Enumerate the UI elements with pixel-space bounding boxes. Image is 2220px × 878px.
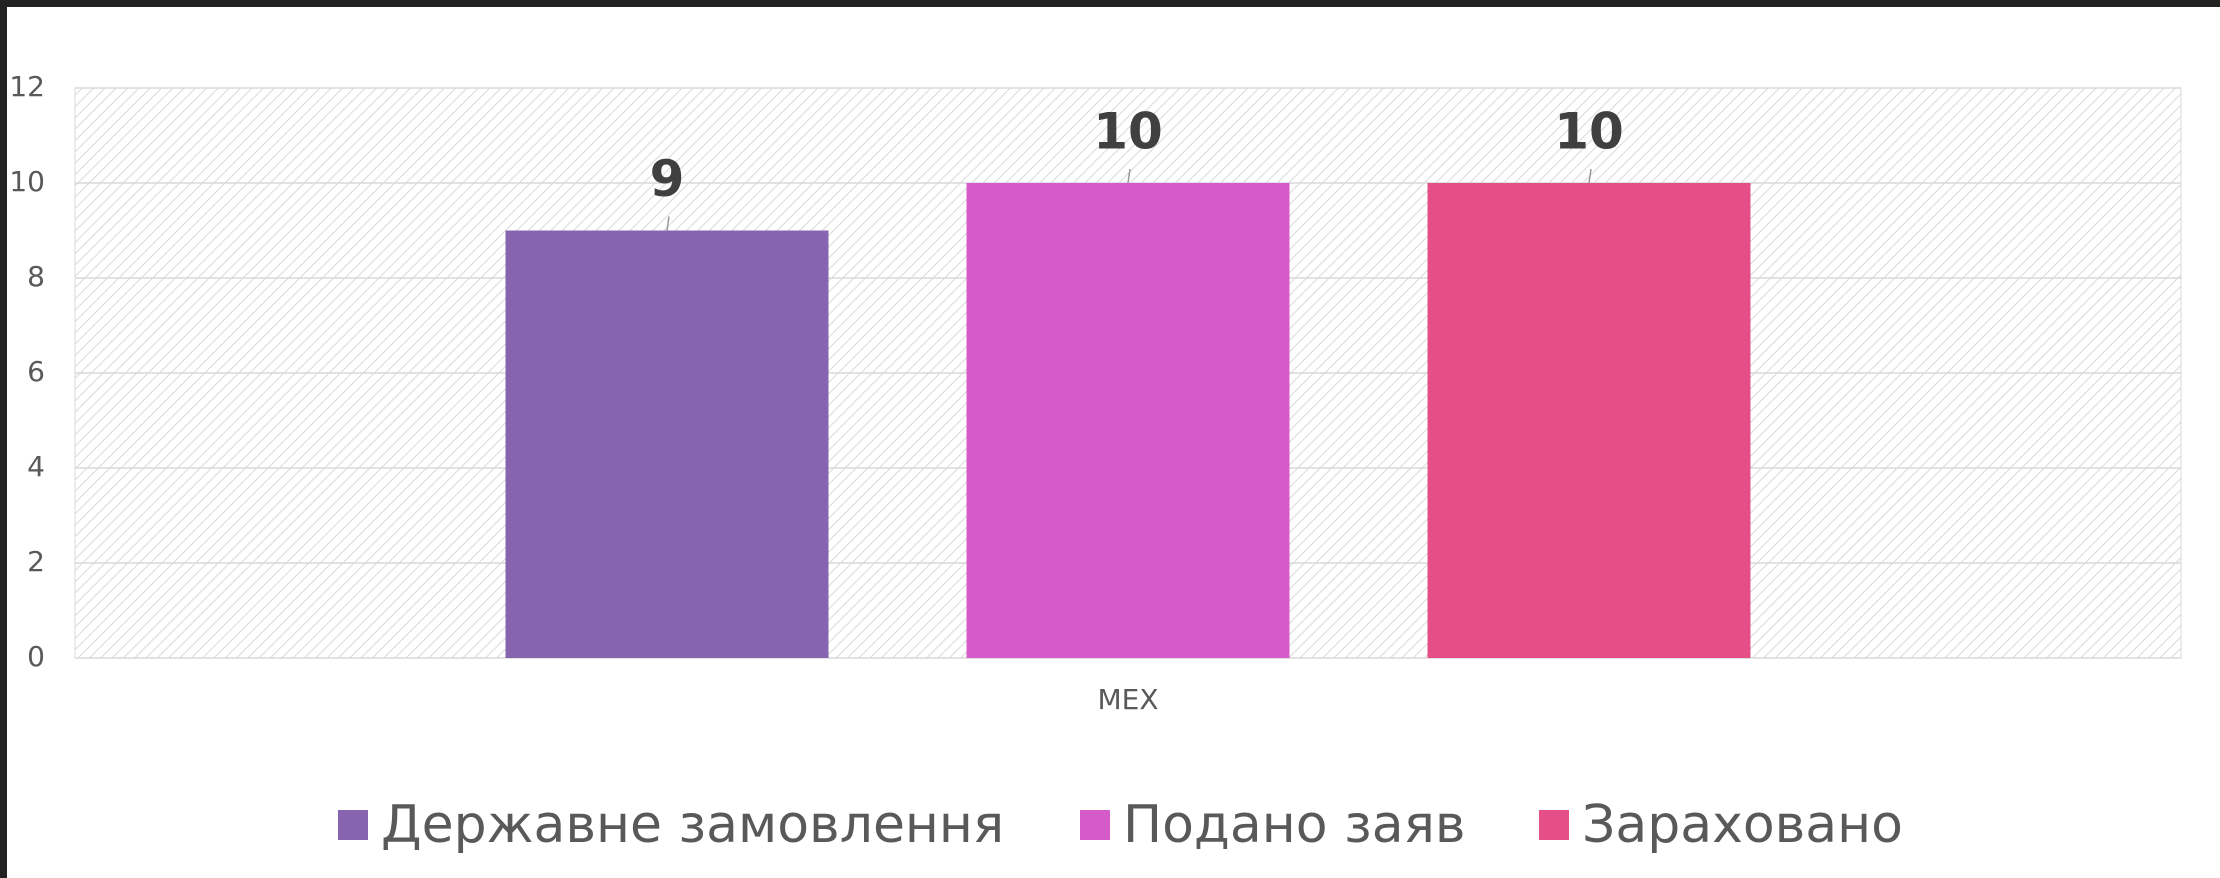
y-tick-label: 10 xyxy=(9,165,45,198)
legend-label: Державне замовлення xyxy=(381,795,1004,855)
leader-line xyxy=(1588,168,1592,184)
x-tick-label: МЕХ xyxy=(1097,683,1158,716)
y-tick-label: 4 xyxy=(27,450,45,483)
legend-label: Зараховано xyxy=(1582,795,1903,855)
legend-label: Подано заяв xyxy=(1123,795,1466,855)
bar xyxy=(1427,183,1751,658)
y-tick-label: 8 xyxy=(27,260,45,293)
data-label: 10 xyxy=(1093,103,1163,161)
y-tick-label: 12 xyxy=(9,70,45,103)
leader-line xyxy=(666,216,670,231)
legend-swatch xyxy=(1539,810,1569,840)
bar xyxy=(966,183,1290,658)
y-tick-label: 2 xyxy=(27,545,45,578)
data-label: 10 xyxy=(1554,103,1624,161)
leader-line xyxy=(1127,168,1131,184)
data-label: 9 xyxy=(650,150,685,208)
y-tick-label: 0 xyxy=(27,640,45,673)
legend-swatch xyxy=(1080,810,1110,840)
legend-swatch xyxy=(338,810,368,840)
bar xyxy=(505,230,829,658)
y-tick-label: 6 xyxy=(27,355,45,388)
